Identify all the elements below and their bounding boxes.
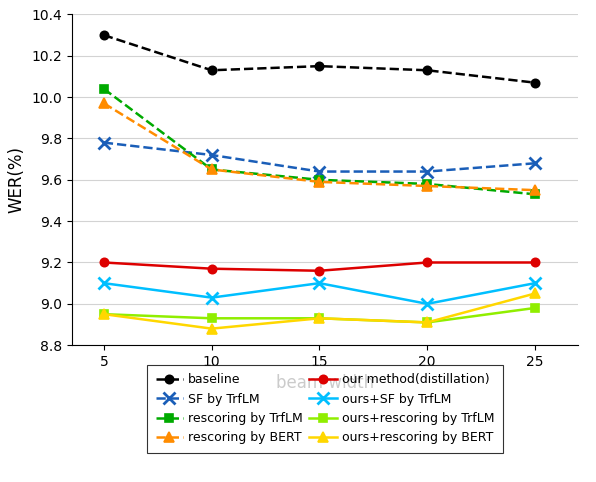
- X-axis label: beam width: beam width: [276, 375, 374, 392]
- Legend: baseline, SF by TrfLM, rescoring by TrfLM, rescoring by BERT, our method(distill: baseline, SF by TrfLM, rescoring by TrfL…: [147, 365, 503, 453]
- Y-axis label: WER(%): WER(%): [8, 147, 26, 214]
